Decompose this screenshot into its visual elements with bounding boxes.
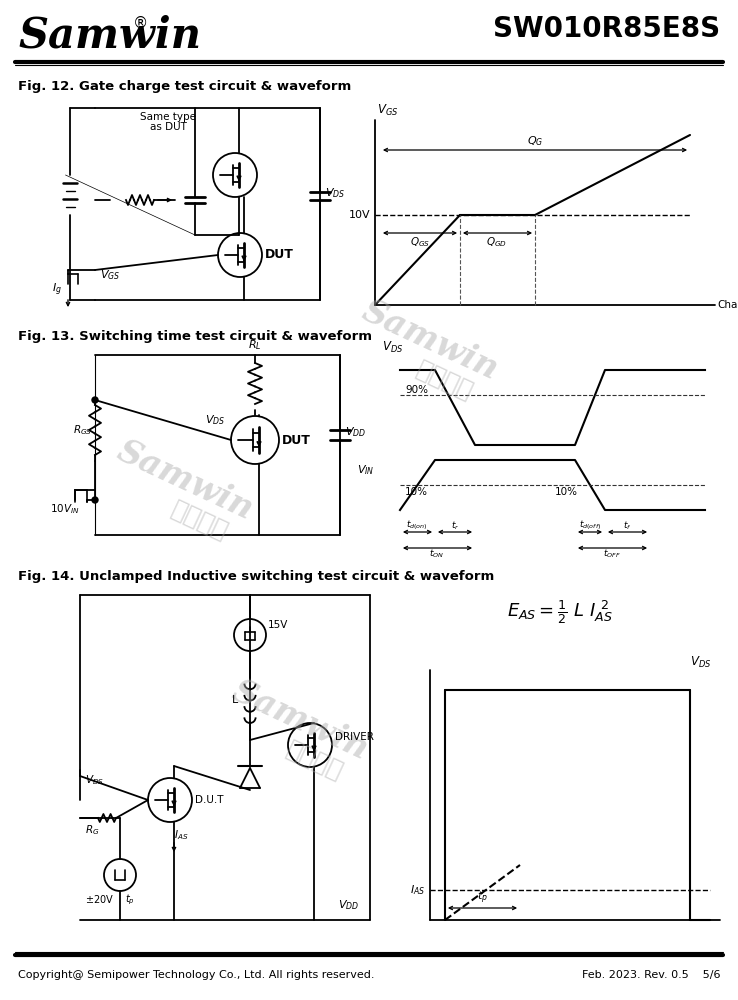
Text: DRIVER: DRIVER [335, 732, 374, 742]
Text: as DUT: as DUT [150, 122, 187, 132]
Text: 15V: 15V [268, 620, 289, 630]
Text: 10V: 10V [348, 210, 370, 220]
Text: $Q_{GD}$: $Q_{GD}$ [486, 235, 508, 249]
Text: $t_p$: $t_p$ [125, 893, 135, 907]
Text: $V_{DS}$: $V_{DS}$ [85, 773, 104, 787]
Text: $\pm$20V: $\pm$20V [86, 893, 114, 905]
Text: Fig. 14. Unclamped Inductive switching test circuit & waveform: Fig. 14. Unclamped Inductive switching t… [18, 570, 494, 583]
Text: $V_{DD}$: $V_{DD}$ [338, 898, 359, 912]
Text: Fig. 13. Switching time test circuit & waveform: Fig. 13. Switching time test circuit & w… [18, 330, 372, 343]
Text: $V_{GS}$: $V_{GS}$ [377, 103, 399, 118]
Text: $V_{DS}$: $V_{DS}$ [325, 186, 345, 200]
Text: L: L [232, 695, 238, 705]
Text: $t_{d(on)}$: $t_{d(on)}$ [406, 518, 428, 532]
Text: $t_p$: $t_p$ [477, 890, 488, 906]
Text: $I_g$: $I_g$ [52, 282, 62, 298]
Text: $E_{AS} = \frac{1}{2}\ L\ I_{AS}^{\ 2}$: $E_{AS} = \frac{1}{2}\ L\ I_{AS}^{\ 2}$ [507, 598, 613, 626]
Text: 品质保护: 品质保护 [168, 496, 232, 544]
Text: Feb. 2023. Rev. 0.5    5/6: Feb. 2023. Rev. 0.5 5/6 [582, 970, 720, 980]
Text: $t_f$: $t_f$ [623, 520, 631, 532]
Text: $Q_G$: $Q_G$ [527, 134, 543, 148]
Text: $I_{AS}$: $I_{AS}$ [410, 883, 425, 897]
Text: $V_{DS}$: $V_{DS}$ [205, 413, 225, 427]
Circle shape [92, 397, 98, 403]
Text: Fig. 12. Gate charge test circuit & waveform: Fig. 12. Gate charge test circuit & wave… [18, 80, 351, 93]
Text: $R_L$: $R_L$ [248, 338, 262, 352]
Text: 90%: 90% [405, 385, 428, 395]
Text: $t_{d(off)}$: $t_{d(off)}$ [579, 518, 601, 532]
Circle shape [92, 497, 98, 503]
Text: Samwin: Samwin [356, 294, 503, 386]
Text: D.U.T: D.U.T [195, 795, 224, 805]
Text: $t_{OFF}$: $t_{OFF}$ [603, 548, 621, 560]
Text: SW010R85E8S: SW010R85E8S [493, 15, 720, 43]
Text: $R_{GS}$: $R_{GS}$ [73, 423, 92, 437]
Text: 品质保护: 品质保护 [283, 736, 348, 784]
Text: $t_r$: $t_r$ [451, 520, 459, 532]
Text: Samwin: Samwin [18, 15, 201, 57]
Text: $V_{GS}$: $V_{GS}$ [100, 268, 120, 282]
Text: $V_{DS}$: $V_{DS}$ [382, 340, 404, 355]
Text: $V_{DS}$: $V_{DS}$ [690, 655, 711, 670]
Text: 10%: 10% [555, 487, 578, 497]
Text: $I_{AS}$: $I_{AS}$ [174, 828, 188, 842]
Text: $t_{ON}$: $t_{ON}$ [430, 548, 444, 560]
Text: $10V_{IN}$: $10V_{IN}$ [50, 502, 80, 516]
Text: $V_{IN}$: $V_{IN}$ [357, 463, 375, 477]
Text: $R_G$: $R_G$ [85, 823, 100, 837]
Text: DUT: DUT [282, 434, 311, 446]
Text: 品质保护: 品质保护 [413, 356, 477, 404]
Text: Samwin: Samwin [111, 434, 258, 526]
Text: ®: ® [133, 16, 148, 31]
Text: DUT: DUT [265, 248, 294, 261]
Text: 10%: 10% [405, 487, 428, 497]
Text: $V_{DD}$: $V_{DD}$ [345, 425, 366, 439]
Text: Samwin: Samwin [227, 674, 373, 766]
Text: Copyright@ Semipower Technology Co., Ltd. All rights reserved.: Copyright@ Semipower Technology Co., Ltd… [18, 970, 374, 980]
Text: Charge(nC): Charge(nC) [717, 300, 738, 310]
Text: $Q_{GS}$: $Q_{GS}$ [410, 235, 430, 249]
Text: Same type: Same type [140, 112, 196, 122]
